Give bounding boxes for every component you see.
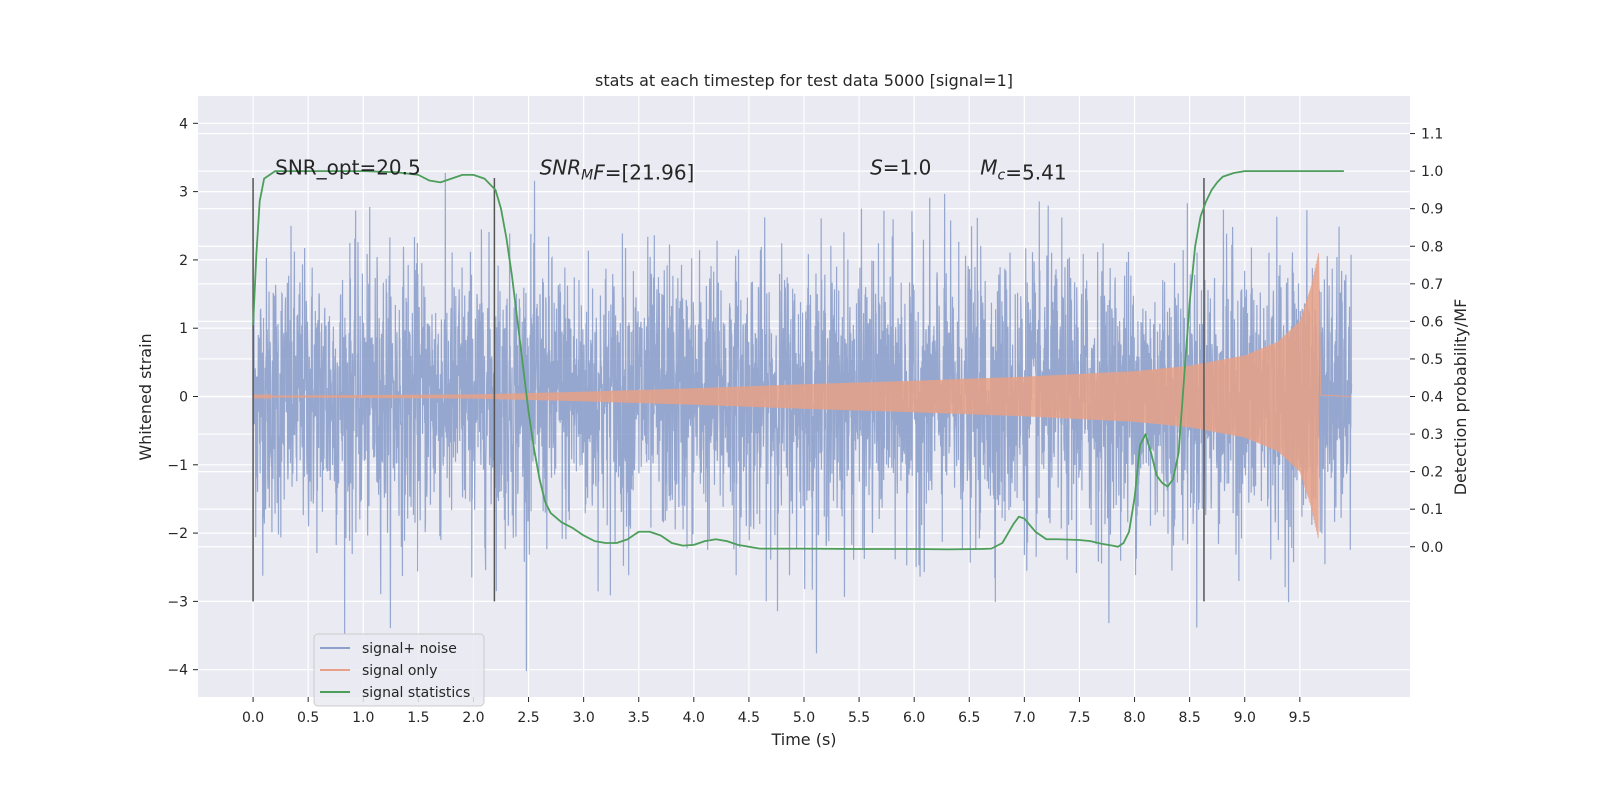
x-tick-label: 3.5	[628, 710, 650, 726]
annotation: SNRMF=[21.96]	[540, 156, 695, 185]
signal-only-line	[252, 253, 1352, 539]
series	[252, 170, 1353, 672]
x-tick-label: 1.0	[352, 710, 374, 726]
x-tick-label: 5.5	[848, 710, 870, 726]
x-tick-label: 3.0	[573, 710, 595, 726]
y-right-tick-label: 0.0	[1421, 540, 1443, 556]
y-tick-label: 0	[179, 390, 188, 406]
y-right-tick-label: 0.1	[1421, 502, 1443, 518]
y-tick-label: 3	[179, 185, 188, 201]
y-right-tick-label: 1.1	[1421, 127, 1443, 143]
x-tick-label: 9.0	[1234, 710, 1256, 726]
legend: signal+ noise signal only signal statistic…	[313, 633, 485, 707]
legend-box	[313, 633, 485, 707]
y-tick-label: −4	[167, 663, 188, 679]
x-tick-label: 4.0	[683, 710, 705, 726]
annotation: SNR_opt=20.5	[275, 156, 421, 180]
y-right-tick-label: 0.6	[1421, 314, 1443, 330]
x-axis-label: Time (s)	[770, 730, 836, 749]
ticks: 0.0 0.5 1.0 1.5 2.0 2.5 3.0 3.5 4.0 4.5 5.0 5.5 6.0 6…	[167, 116, 1443, 726]
x-tick-label: 9.5	[1289, 710, 1311, 726]
x-tick-label: 6.0	[903, 710, 925, 726]
y-tick-label: 2	[179, 253, 188, 269]
x-tick-label: 8.0	[1123, 710, 1145, 726]
y-tick-label: −3	[167, 594, 188, 610]
y-tick-label: 4	[179, 116, 188, 132]
x-tick-label: 7.5	[1068, 710, 1090, 726]
annotations: SNR_opt=20.5 SNRMF=[21.96] S=1.0 Mc=5.41	[275, 156, 1066, 185]
x-tick-label: 1.5	[407, 710, 429, 726]
x-tick-label: 4.5	[738, 710, 760, 726]
x-tick-label: 8.5	[1179, 710, 1201, 726]
signal-statistics-line	[252, 170, 1344, 551]
y-right-tick-label: 0.4	[1421, 390, 1443, 406]
annotation: S=1.0	[870, 156, 931, 180]
chart-title: stats at each timestep for test data 500…	[595, 71, 1013, 90]
y-right-tick-label: 0.7	[1421, 277, 1443, 293]
y-right-tick-label: 0.5	[1421, 352, 1443, 368]
x-tick-label: 2.5	[517, 710, 539, 726]
y-right-tick-label: 1.0	[1421, 164, 1443, 180]
y-right-tick-label: 0.3	[1421, 427, 1443, 443]
y-tick-label: −1	[167, 458, 188, 474]
y-tick-label: 1	[179, 321, 188, 337]
x-tick-label: 6.5	[958, 710, 980, 726]
y-right-tick-label: 0.8	[1421, 239, 1443, 255]
legend-label: signal statistics	[362, 685, 470, 701]
y-tick-label: −2	[167, 526, 188, 542]
y-right-tick-label: 0.2	[1421, 465, 1443, 481]
y-axis-label: Whitened strain	[136, 333, 155, 460]
x-tick-label: 7.0	[1013, 710, 1035, 726]
annotation: Mc=5.41	[980, 156, 1066, 185]
y-right-axis-label: Detection probability/MF	[1451, 299, 1470, 496]
x-tick-label: 5.0	[793, 710, 815, 726]
legend-label: signal only	[362, 663, 437, 679]
y-right-tick-label: 0.9	[1421, 202, 1443, 218]
x-tick-label: 0.0	[242, 710, 264, 726]
legend-label: signal+ noise	[362, 641, 457, 657]
x-tick-label: 0.5	[297, 710, 319, 726]
x-tick-label: 2.0	[462, 710, 484, 726]
